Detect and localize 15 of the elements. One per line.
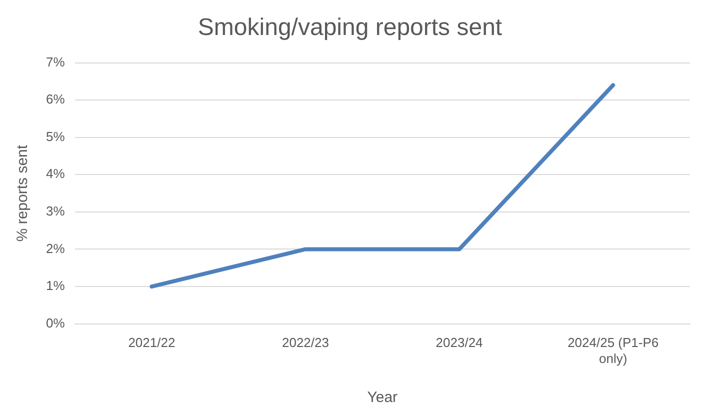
y-tick-label: 4%: [46, 166, 66, 182]
y-tick-label: 6%: [46, 92, 66, 107]
y-tick-label: 3%: [46, 204, 66, 219]
x-tick-label: 2022/23: [282, 335, 329, 350]
chart-title: Smoking/vaping reports sent: [198, 14, 502, 42]
y-tick-label: 1%: [46, 278, 66, 294]
x-axis-title: Year: [367, 389, 398, 406]
x-tick-label: 2024/25 (P1-P6 only): [568, 335, 659, 366]
y-tick-label: 2%: [46, 240, 66, 256]
y-tick-label: 5%: [46, 128, 66, 144]
y-tick-label: 7%: [46, 54, 66, 70]
x-tick-label: 2021/22: [128, 335, 176, 350]
y-axis-title: % reports sent: [14, 144, 32, 242]
x-tick-label: 2023/24: [436, 335, 483, 350]
y-tick-label: 0%: [46, 315, 66, 330]
